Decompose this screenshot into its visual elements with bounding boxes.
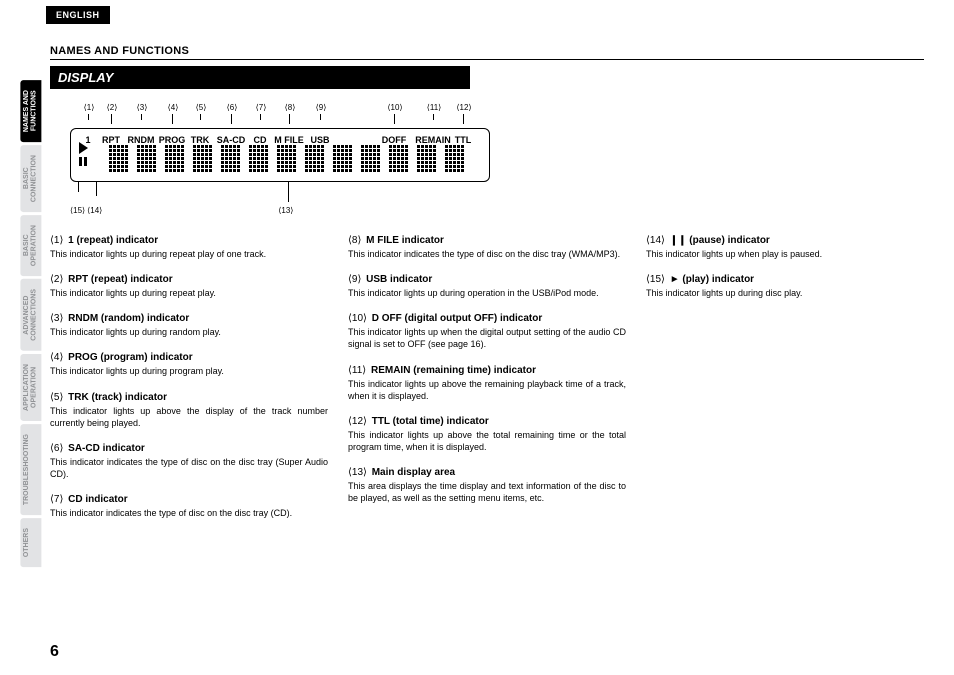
indicator-entry: ⟨12⟩ TTL (total time) indicator This indi… — [348, 416, 626, 453]
callout: ⟨6⟩ — [214, 103, 250, 112]
entry-title: ⟨12⟩ TTL (total time) indicator — [348, 416, 626, 427]
indicator-entry: ⟨2⟩ RPT (repeat) indicator This indicator… — [50, 274, 328, 299]
side-tab[interactable]: TROUBLESHOOTING — [20, 424, 41, 515]
side-nav: NAMES AND FUNCTIONS BASIC CONNECTION BASIC… — [20, 80, 41, 567]
ind: CD — [249, 135, 271, 145]
entry-body: This indicator indicates the type of dis… — [50, 456, 328, 480]
entry-body: This indicator lights up during random p… — [50, 326, 328, 338]
entry-title: ⟨3⟩ RNDM (random) indicator — [50, 313, 328, 324]
indicator-entry: ⟨14⟩ ❙❙ (pause) indicator This indicator … — [646, 235, 924, 260]
indicator-entry: ⟨7⟩ CD indicator This indicator indicates… — [50, 494, 328, 519]
entry-body: This indicator lights up during operatio… — [348, 287, 626, 299]
ind: REMAIN — [415, 135, 451, 145]
callout: ⟨4⟩ — [158, 103, 188, 112]
entry-title: ⟨8⟩ M FILE indicator — [348, 235, 626, 246]
indicator-entry: ⟨1⟩ 1 (repeat) indicator This indicator l… — [50, 235, 328, 260]
indicator-entry: ⟨3⟩ RNDM (random) indicator This indicato… — [50, 313, 328, 338]
callout-bottom: ⟨13⟩ — [278, 206, 293, 215]
entry-title: ⟨5⟩ TRK (track) indicator — [50, 392, 328, 403]
callout: ⟨9⟩ — [308, 103, 334, 112]
entry-body: This indicator indicates the type of dis… — [50, 507, 328, 519]
entry-title: ⟨6⟩ SA-CD indicator — [50, 443, 328, 454]
side-tab[interactable]: OTHERS — [20, 518, 41, 567]
entry-title: ⟨9⟩ USB indicator — [348, 274, 626, 285]
indicator-entry: ⟨8⟩ M FILE indicator This indicator indic… — [348, 235, 626, 260]
entry-title: ⟨11⟩ REMAIN (remaining time) indicator — [348, 365, 626, 376]
entry-body: This indicator lights up above the total… — [348, 429, 626, 453]
page-number: 6 — [50, 643, 59, 661]
indicator-entry: ⟨13⟩ Main display area This area displays… — [348, 467, 626, 504]
ind: PROG — [157, 135, 187, 145]
ind: TTL — [451, 135, 475, 145]
entry-title: ⟨10⟩ D OFF (digital output OFF) indicato… — [348, 313, 626, 324]
ind: SA-CD — [213, 135, 249, 145]
entry-title: ⟨2⟩ RPT (repeat) indicator — [50, 274, 328, 285]
section-heading: NAMES AND FUNCTIONS — [50, 45, 924, 60]
indicator-entry: ⟨4⟩ PROG (program) indicator This indicat… — [50, 352, 328, 377]
entry-title: ⟨13⟩ Main display area — [348, 467, 626, 478]
callout: ⟨10⟩ — [374, 103, 416, 112]
side-tab[interactable]: ADVANCED CONNECTIONS — [20, 279, 41, 351]
callout: ⟨1⟩ — [80, 103, 98, 112]
side-tab[interactable]: BASIC CONNECTION — [20, 145, 41, 212]
entry-body: This indicator lights up when play is pa… — [646, 248, 924, 260]
callout: ⟨2⟩ — [98, 103, 126, 112]
callout: ⟨3⟩ — [126, 103, 158, 112]
entry-body: This indicator lights up during repeat p… — [50, 248, 328, 260]
entry-title: ⟨14⟩ ❙❙ (pause) indicator — [646, 235, 924, 246]
side-tab[interactable]: APPLICATION OPERATION — [20, 354, 41, 421]
indicator-entry: ⟨11⟩ REMAIN (remaining time) indicator Th… — [348, 365, 626, 402]
text-column: ⟨8⟩ M FILE indicator This indicator indic… — [348, 235, 626, 533]
display-diagram: ⟨1⟩⟨2⟩⟨3⟩⟨4⟩⟨5⟩⟨6⟩⟨7⟩⟨8⟩⟨9⟩⟨10⟩⟨11⟩⟨12⟩ … — [70, 103, 490, 215]
indicator-entry: ⟨9⟩ USB indicator This indicator lights u… — [348, 274, 626, 299]
callout: ⟨5⟩ — [188, 103, 214, 112]
entry-body: This indicator lights up during disc pla… — [646, 287, 924, 299]
ind: DOFF — [373, 135, 415, 145]
entry-title: ⟨1⟩ 1 (repeat) indicator — [50, 235, 328, 246]
display-panel: 1RPTRNDMPROGTRKSA-CDCDM FILEUSBDOFFREMAI… — [70, 128, 490, 182]
page-content: NAMES AND FUNCTIONS DISPLAY ⟨1⟩⟨2⟩⟨3⟩⟨4⟩… — [50, 45, 924, 533]
entry-title: ⟨7⟩ CD indicator — [50, 494, 328, 505]
ind: RNDM — [125, 135, 157, 145]
text-column: ⟨14⟩ ❙❙ (pause) indicator This indicator … — [646, 235, 924, 533]
entry-body: This indicator lights up during program … — [50, 365, 328, 377]
entry-body: This indicator lights up when the digita… — [348, 326, 626, 350]
entry-title: ⟨4⟩ PROG (program) indicator — [50, 352, 328, 363]
ind: TRK — [187, 135, 213, 145]
ind: RPT — [97, 135, 125, 145]
ind: USB — [307, 135, 333, 145]
entry-title: ⟨15⟩ ► (play) indicator — [646, 274, 924, 285]
entry-body: This indicator indicates the type of dis… — [348, 248, 626, 260]
indicator-entry: ⟨15⟩ ► (play) indicator This indicator li… — [646, 274, 924, 299]
indicator-entry: ⟨6⟩ SA-CD indicator This indicator indica… — [50, 443, 328, 480]
indicator-entry: ⟨5⟩ TRK (track) indicator This indicator … — [50, 392, 328, 429]
callout: ⟨11⟩ — [416, 103, 452, 112]
callout-bottom: ⟨14⟩ — [87, 206, 102, 215]
language-tab: ENGLISH — [46, 6, 110, 24]
ind: M FILE — [271, 135, 307, 145]
text-column: ⟨1⟩ 1 (repeat) indicator This indicator l… — [50, 235, 328, 533]
entry-body: This indicator lights up during repeat p… — [50, 287, 328, 299]
display-heading: DISPLAY — [50, 66, 470, 89]
callout: ⟨8⟩ — [272, 103, 308, 112]
indicator-entry: ⟨10⟩ D OFF (digital output OFF) indicato… — [348, 313, 626, 350]
callout: ⟨7⟩ — [250, 103, 272, 112]
callout: ⟨12⟩ — [452, 103, 476, 112]
entry-body: This area displays the time display and … — [348, 480, 626, 504]
entry-body: This indicator lights up above the remai… — [348, 378, 626, 402]
side-tab[interactable]: BASIC OPERATION — [20, 215, 41, 276]
pause-icon — [79, 157, 89, 166]
callout-bottom: ⟨15⟩ — [70, 206, 85, 215]
side-tab[interactable]: NAMES AND FUNCTIONS — [20, 80, 41, 142]
entry-body: This indicator lights up above the displ… — [50, 405, 328, 429]
